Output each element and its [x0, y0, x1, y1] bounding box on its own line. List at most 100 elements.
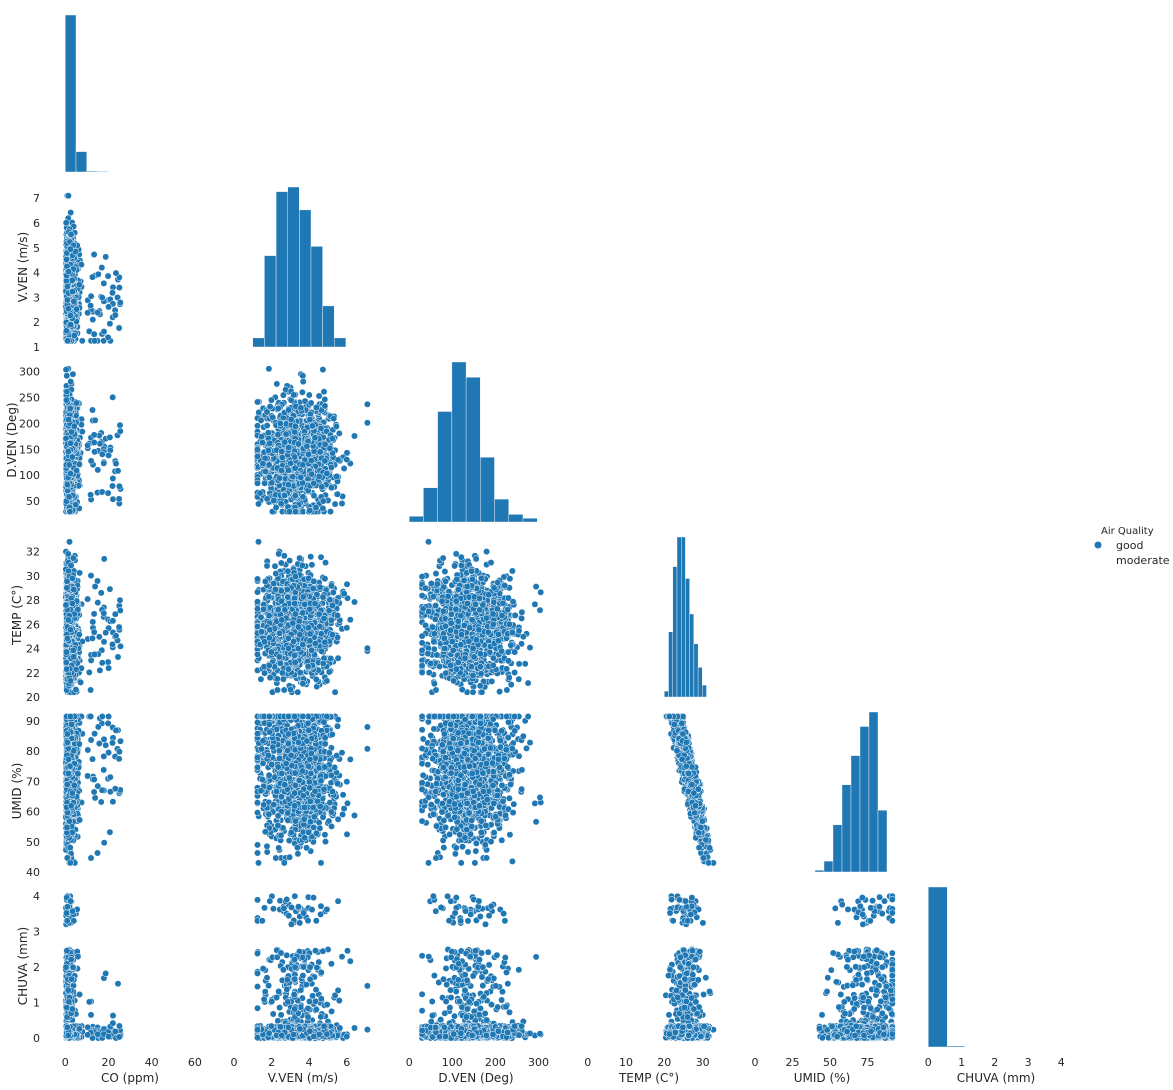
histogram-bar: [673, 567, 677, 697]
scatter-point: [67, 405, 73, 411]
scatter-point: [95, 271, 101, 277]
scatter-point: [321, 389, 327, 395]
scatter-point: [73, 306, 79, 312]
scatter-point: [264, 422, 270, 428]
histogram-bar: [288, 187, 300, 347]
scatter-point: [275, 405, 281, 411]
scatter-point: [64, 338, 70, 344]
scatter-point: [329, 435, 335, 441]
scatter-point: [69, 288, 75, 294]
histogram-0: [65, 15, 108, 172]
scatter-point: [67, 321, 73, 327]
scatter-point: [258, 417, 264, 423]
scatter-point: [91, 331, 97, 337]
scatter-point: [64, 389, 70, 395]
scatter-point: [332, 501, 338, 507]
scatter-point: [320, 505, 326, 511]
scatter-point: [286, 407, 292, 413]
scatter-point: [69, 277, 75, 283]
histogram-bar: [87, 171, 98, 172]
scatter-point: [286, 444, 292, 450]
histogram-bar: [98, 172, 109, 173]
histogram-bar: [842, 785, 851, 872]
scatter-point: [97, 667, 103, 673]
scatter-point: [316, 473, 322, 479]
scatter-point: [109, 483, 115, 489]
scatter-point: [254, 453, 260, 459]
scatter-point: [307, 416, 313, 422]
scatter-point: [266, 462, 272, 468]
scatter-point: [292, 508, 298, 514]
scatter-point: [110, 394, 116, 400]
scatter-point: [101, 328, 107, 334]
scatter-point: [66, 494, 72, 500]
scatter-point: [322, 403, 328, 409]
scatter-point: [69, 454, 75, 460]
scatter-point: [107, 434, 113, 440]
histogram-bar: [264, 256, 276, 347]
scatter-point: [90, 619, 96, 625]
scatter-point: [105, 273, 111, 279]
scatter-point: [320, 366, 326, 372]
scatter-point: [292, 429, 298, 435]
scatter-point: [84, 310, 90, 316]
scatter-point: [91, 251, 97, 257]
scatter-point: [96, 634, 102, 640]
histogram-bar: [698, 667, 702, 697]
histogram-bar: [833, 825, 842, 872]
scatter-point: [282, 439, 288, 445]
scatter-point: [65, 448, 71, 454]
scatter-point: [65, 416, 71, 422]
histogram-bar: [323, 306, 335, 347]
scatter-point: [88, 293, 94, 299]
scatter-point: [264, 496, 270, 502]
scatter-point: [267, 403, 273, 409]
scatter-point: [262, 468, 268, 474]
scatter-point: [63, 256, 69, 262]
scatter-point: [265, 430, 271, 436]
scatter-point: [68, 378, 74, 384]
scatter-point: [298, 474, 304, 480]
scatter-point: [258, 434, 264, 440]
scatter-point: [275, 432, 281, 438]
scatter-point: [89, 274, 95, 280]
scatter-point: [117, 428, 123, 434]
scatter-point: [87, 492, 93, 498]
scatter-point: [91, 449, 97, 455]
scatter-point: [73, 502, 79, 508]
scatter-panel-3-0: [63, 539, 124, 696]
scatter-point: [278, 500, 284, 506]
histogram-bar: [253, 338, 265, 347]
scatter-point: [92, 417, 98, 423]
scatter-point: [73, 467, 79, 473]
scatter-point: [280, 392, 286, 398]
scatter-point: [351, 433, 357, 439]
scatter-point: [309, 471, 315, 477]
scatter-point: [107, 321, 113, 327]
histogram-bar: [815, 870, 824, 872]
scatter-point: [76, 461, 82, 467]
scatter-point: [254, 480, 260, 486]
scatter-point: [66, 462, 72, 468]
histogram-5: [928, 887, 965, 1047]
histogram-bar: [495, 499, 509, 522]
scatter-point: [335, 457, 341, 463]
scatter-point: [308, 400, 314, 406]
histogram-bar: [65, 15, 76, 172]
scatter-point: [112, 312, 118, 318]
histogram-bar: [523, 518, 537, 522]
scatter-point: [101, 556, 107, 562]
histogram-bar: [299, 210, 311, 347]
scatter-point: [254, 446, 260, 452]
scatter-point: [364, 420, 370, 426]
scatter-point: [68, 429, 74, 435]
scatter-point: [339, 500, 345, 506]
scatter-point: [299, 389, 305, 395]
scatter-point: [91, 432, 97, 438]
scatter-point: [268, 397, 274, 403]
histogram-2: [409, 362, 537, 522]
scatter-point: [88, 458, 94, 464]
scatter-point: [65, 268, 71, 274]
histogram-bar: [878, 810, 887, 872]
histogram-bar: [928, 887, 947, 1047]
